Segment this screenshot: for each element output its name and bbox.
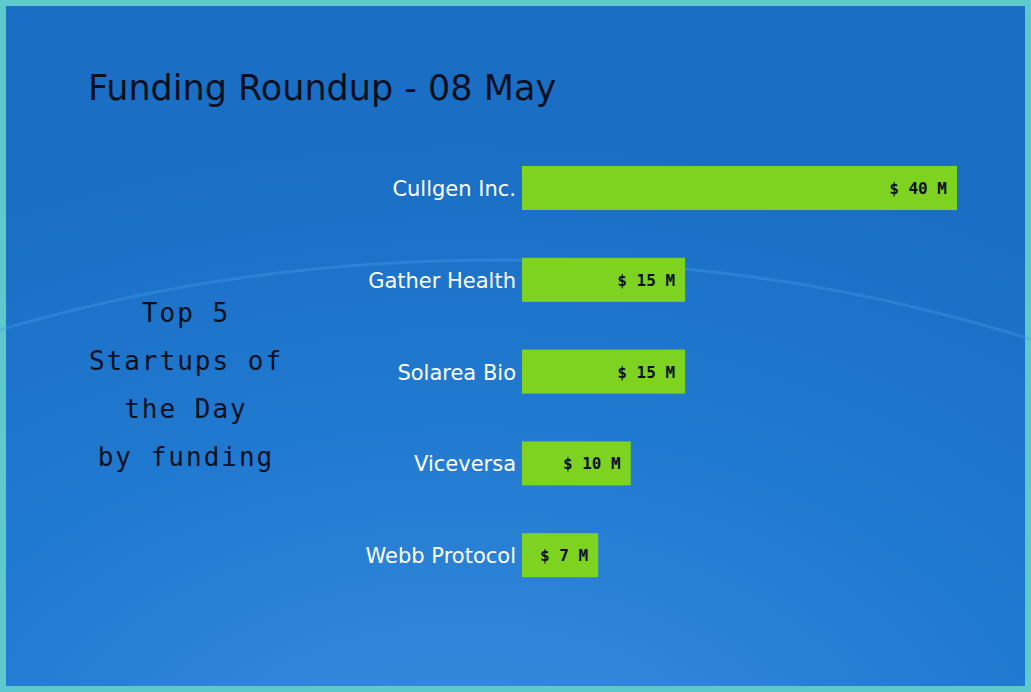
annotation: Top 5 (142, 298, 230, 328)
bar (522, 350, 685, 394)
category-label: Solarea Bio (397, 361, 516, 385)
annotation: Startups of (89, 346, 283, 376)
title: Funding Roundup - 08 May (88, 68, 556, 108)
data-label: $ 15 M (617, 271, 675, 290)
data-label: $ 7 M (540, 546, 588, 565)
annotation: by funding (98, 442, 275, 472)
bar (522, 258, 685, 302)
data-label: $ 10 M (563, 454, 621, 473)
data-label: $ 15 M (617, 363, 675, 382)
category-label: Cullgen Inc. (392, 177, 516, 201)
horizon (0, 260, 1031, 692)
background (6, 6, 1025, 686)
frame (0, 0, 1031, 692)
bar (522, 166, 957, 210)
category-label: Webb Protocol (366, 544, 516, 568)
data-label: $ 40 M (889, 179, 947, 198)
annotation: the Day (124, 394, 248, 424)
page: {"chart_data": {"type": "bar", "orientat… (0, 0, 1031, 692)
bar (522, 441, 631, 485)
bars (522, 166, 957, 577)
chart: Funding Roundup - 08 May Top 5 Startups of… (0, 0, 1031, 692)
labels: Cullgen Inc. $ 40 M Gather Health $ 15 M Sol… (366, 177, 947, 568)
category-label: Viceversa (414, 452, 516, 476)
bar (522, 533, 598, 577)
category-label: Gather Health (368, 269, 516, 293)
